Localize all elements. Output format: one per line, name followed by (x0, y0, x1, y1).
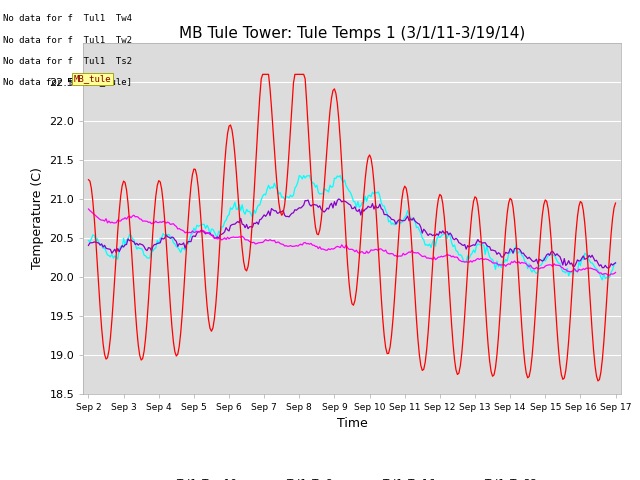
X-axis label: Time: Time (337, 417, 367, 430)
Y-axis label: Temperature (C): Temperature (C) (31, 168, 44, 269)
Title: MB Tule Tower: Tule Temps 1 (3/1/11-3/19/14): MB Tule Tower: Tule Temps 1 (3/1/11-3/19… (179, 25, 525, 41)
Text: No data for f  [MB_tule]: No data for f [MB_tule] (3, 77, 132, 86)
Text: No data for f  Tul1  Ts2: No data for f Tul1 Ts2 (3, 57, 132, 66)
Text: MB_tule: MB_tule (74, 74, 111, 84)
Text: No data for f  Tul1  Tw4: No data for f Tul1 Tw4 (3, 14, 132, 24)
Legend: Tul1_Tw+10cm, Tul1_Ts-8cm, Tul1_Ts-16cm, Tul1_Ts-32cm: Tul1_Tw+10cm, Tul1_Ts-8cm, Tul1_Ts-16cm,… (147, 474, 557, 480)
Text: No data for f  Tul1  Tw2: No data for f Tul1 Tw2 (3, 36, 132, 45)
